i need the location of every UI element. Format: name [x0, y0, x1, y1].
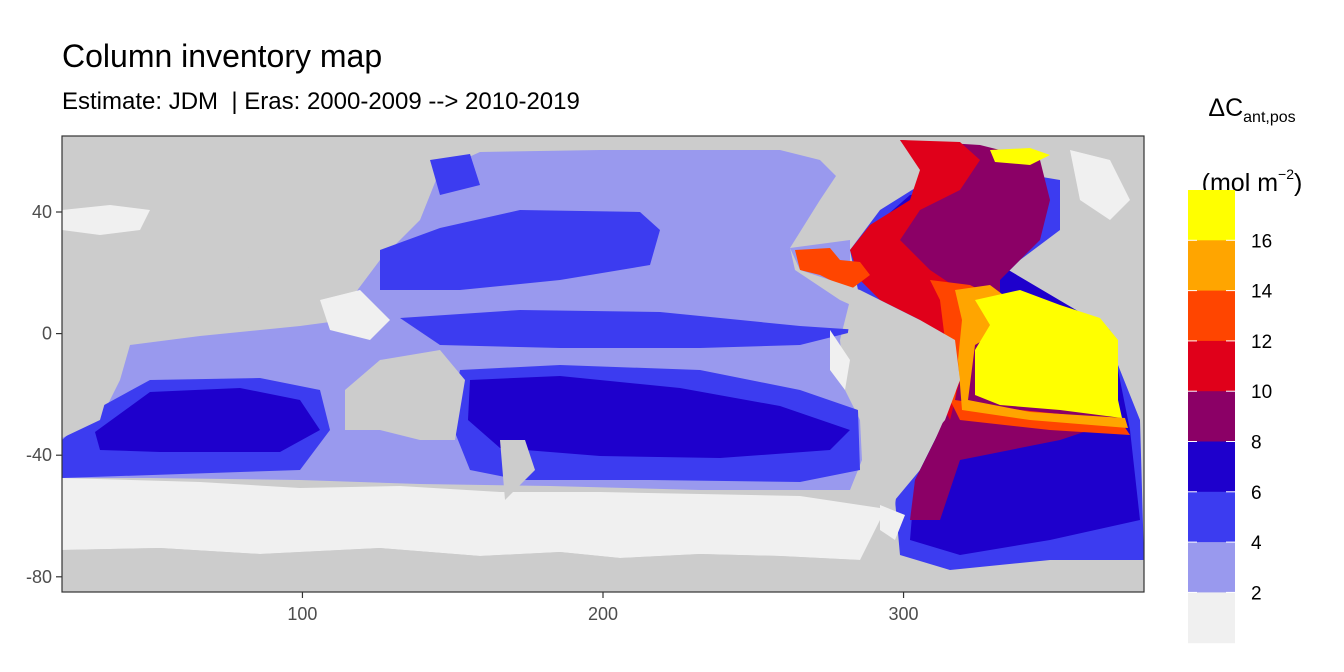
x-tick-label-0: 100 — [287, 604, 317, 624]
land-antarctica — [62, 548, 1144, 592]
legend-swatch-5 — [1188, 441, 1235, 493]
patch-baja — [830, 330, 850, 390]
legend: 16 14 12 10 8 6 4 2 — [1188, 190, 1273, 644]
ocean-region-6-8-kuroshio — [430, 154, 480, 195]
atlantic-region-16-plus — [975, 290, 1122, 418]
map-layer — [62, 136, 1144, 592]
land-new-zealand — [500, 440, 535, 500]
southern-ocean-low-region — [62, 478, 880, 560]
ocean-region-6-8-pacific — [468, 376, 850, 458]
land-australia — [345, 350, 465, 440]
ocean-region-6-8-indian — [95, 388, 320, 452]
land-africa — [62, 136, 440, 438]
patch-arctic-1 — [62, 205, 150, 235]
legend-swatch-2 — [1188, 290, 1235, 342]
legend-swatch-4 — [1188, 391, 1235, 442]
ocean-region-4-6-equatorial — [400, 310, 860, 348]
legend-label-5: 6 — [1251, 483, 1262, 504]
legend-label-6: 4 — [1251, 533, 1262, 554]
north-atlantic-high-yellow — [990, 148, 1050, 165]
legend-label-7: 2 — [1251, 583, 1262, 604]
legend-swatch-6 — [1188, 491, 1235, 543]
land-americas — [780, 136, 960, 505]
x-tick-label-2: 300 — [889, 604, 919, 624]
y-tick-label-0: 40 — [32, 202, 52, 222]
patch-arctic-2 — [1070, 150, 1130, 220]
chart-title: Column inventory map — [62, 38, 383, 74]
legend-title: ΔCant,pos (mol m−2) — [1182, 80, 1322, 211]
land-masses — [62, 136, 1144, 592]
legend-title-variable: ΔCant,pos — [1208, 94, 1296, 126]
legend-swatch-0 — [1188, 190, 1235, 241]
x-axis: 100 200 300 — [287, 592, 919, 624]
legend-label-0: 16 — [1251, 231, 1272, 252]
legend-swatch-7 — [1188, 542, 1235, 593]
y-tick-label-3: -80 — [26, 567, 52, 587]
legend-label-1: 14 — [1251, 282, 1273, 303]
gulf-of-mexico-region — [795, 248, 870, 290]
ocean-region-4-6-north-pacific — [380, 210, 660, 290]
legend-label-2: 12 — [1251, 332, 1272, 353]
y-tick-label-1: 0 — [42, 324, 52, 344]
y-tick-label-2: -40 — [26, 445, 52, 465]
legend-label-4: 8 — [1251, 433, 1262, 454]
low-inventory-patches — [62, 150, 1130, 540]
y-axis: 40 0 -40 -80 — [26, 202, 62, 587]
legend-swatch-1 — [1188, 240, 1235, 292]
legend-label-3: 10 — [1251, 382, 1272, 403]
patch-southern-ocean-sw — [880, 505, 905, 540]
x-tick-label-1: 200 — [588, 604, 618, 624]
patch-indonesia — [320, 290, 390, 340]
legend-swatch-3 — [1188, 340, 1235, 392]
legend-swatch-8 — [1188, 592, 1235, 644]
chart-subtitle: Estimate: JDM | Eras: 2000-2009 --> 2010… — [62, 88, 580, 115]
